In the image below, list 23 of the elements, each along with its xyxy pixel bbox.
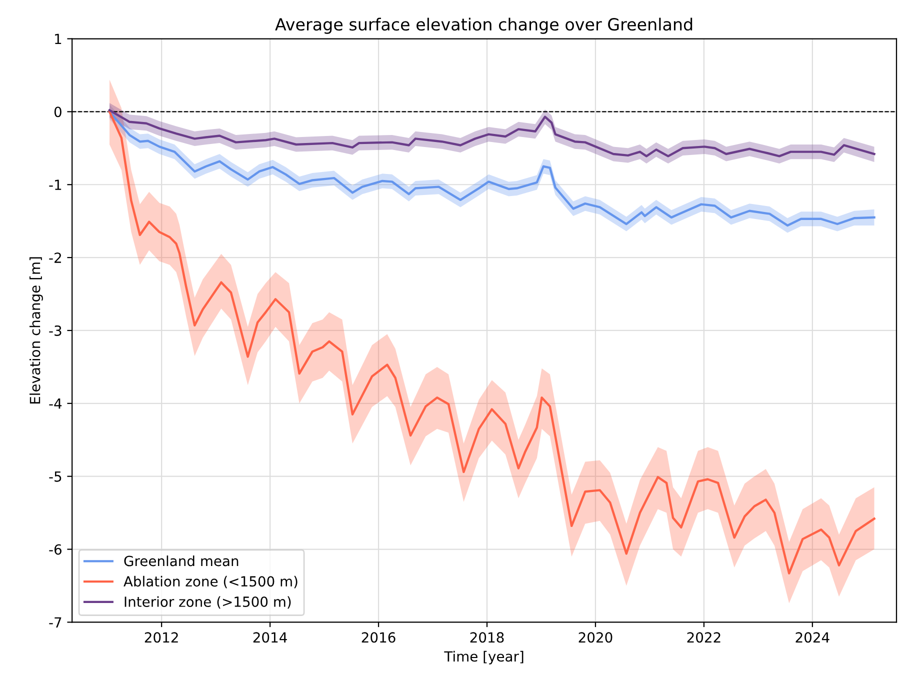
x-tick-label: 2014 bbox=[253, 632, 287, 643]
y-tick-label: -4 bbox=[49, 398, 62, 409]
y-tick-label: 1 bbox=[55, 34, 62, 44]
y-tick-label: 0 bbox=[54, 106, 62, 118]
y-tick-label: -3 bbox=[49, 325, 62, 336]
line-series bbox=[108, 109, 876, 158]
y-tick-label: -1 bbox=[49, 180, 62, 190]
x-tick-label: 2022 bbox=[687, 632, 720, 643]
x-tick-label: 2016 bbox=[362, 632, 396, 643]
x-tick-label: 2012 bbox=[144, 632, 178, 643]
y-axis-title: Elevation change [m] bbox=[30, 257, 43, 404]
legend-label: Ablation zone (<1500 m) bbox=[124, 576, 298, 588]
x-tick-label: 2024 bbox=[796, 632, 830, 643]
x-tick-label: 2020 bbox=[578, 632, 612, 643]
chart-title: Average surface elevation change over Greenland bbox=[275, 18, 692, 34]
legend-label: Greenland mean bbox=[124, 555, 238, 566]
x-tick-label: 2018 bbox=[470, 632, 504, 643]
y-tick-label: -5 bbox=[49, 471, 62, 482]
y-tick-label: -7 bbox=[49, 617, 62, 628]
x-axis-title: Time [year] bbox=[444, 650, 524, 664]
y-tick-label: -6 bbox=[49, 544, 62, 555]
y-tick-label: -2 bbox=[49, 252, 61, 263]
legend-label: Interior zone (>1500 m) bbox=[124, 596, 291, 609]
